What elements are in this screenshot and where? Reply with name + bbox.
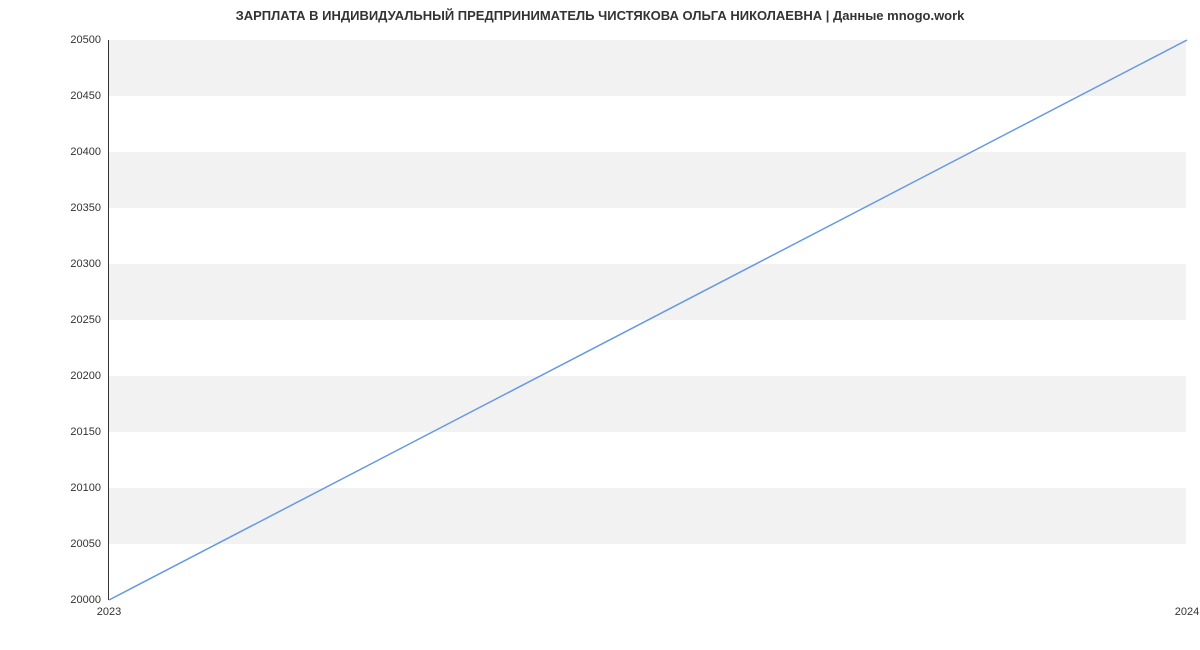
y-tick-label: 20100 <box>5 482 101 494</box>
y-tick-label: 20250 <box>5 314 101 326</box>
y-tick-label: 20200 <box>5 370 101 382</box>
y-tick-label: 20350 <box>5 202 101 214</box>
y-tick-label: 20300 <box>5 258 101 270</box>
y-tick-label: 20050 <box>5 538 101 550</box>
plot-area: 2000020050201002015020200202502030020350… <box>108 40 1186 600</box>
y-tick-label: 20450 <box>5 90 101 102</box>
x-tick-label: 2023 <box>97 606 121 618</box>
chart-container: ЗАРПЛАТА В ИНДИВИДУАЛЬНЫЙ ПРЕДПРИНИМАТЕЛ… <box>0 0 1200 650</box>
y-tick-label: 20000 <box>5 594 101 606</box>
chart-title: ЗАРПЛАТА В ИНДИВИДУАЛЬНЫЙ ПРЕДПРИНИМАТЕЛ… <box>0 8 1200 23</box>
y-tick-label: 20500 <box>5 34 101 46</box>
line-series <box>109 40 1187 600</box>
y-tick-label: 20400 <box>5 146 101 158</box>
x-tick-label: 2024 <box>1175 606 1199 618</box>
series-line <box>109 40 1187 600</box>
y-tick-label: 20150 <box>5 426 101 438</box>
